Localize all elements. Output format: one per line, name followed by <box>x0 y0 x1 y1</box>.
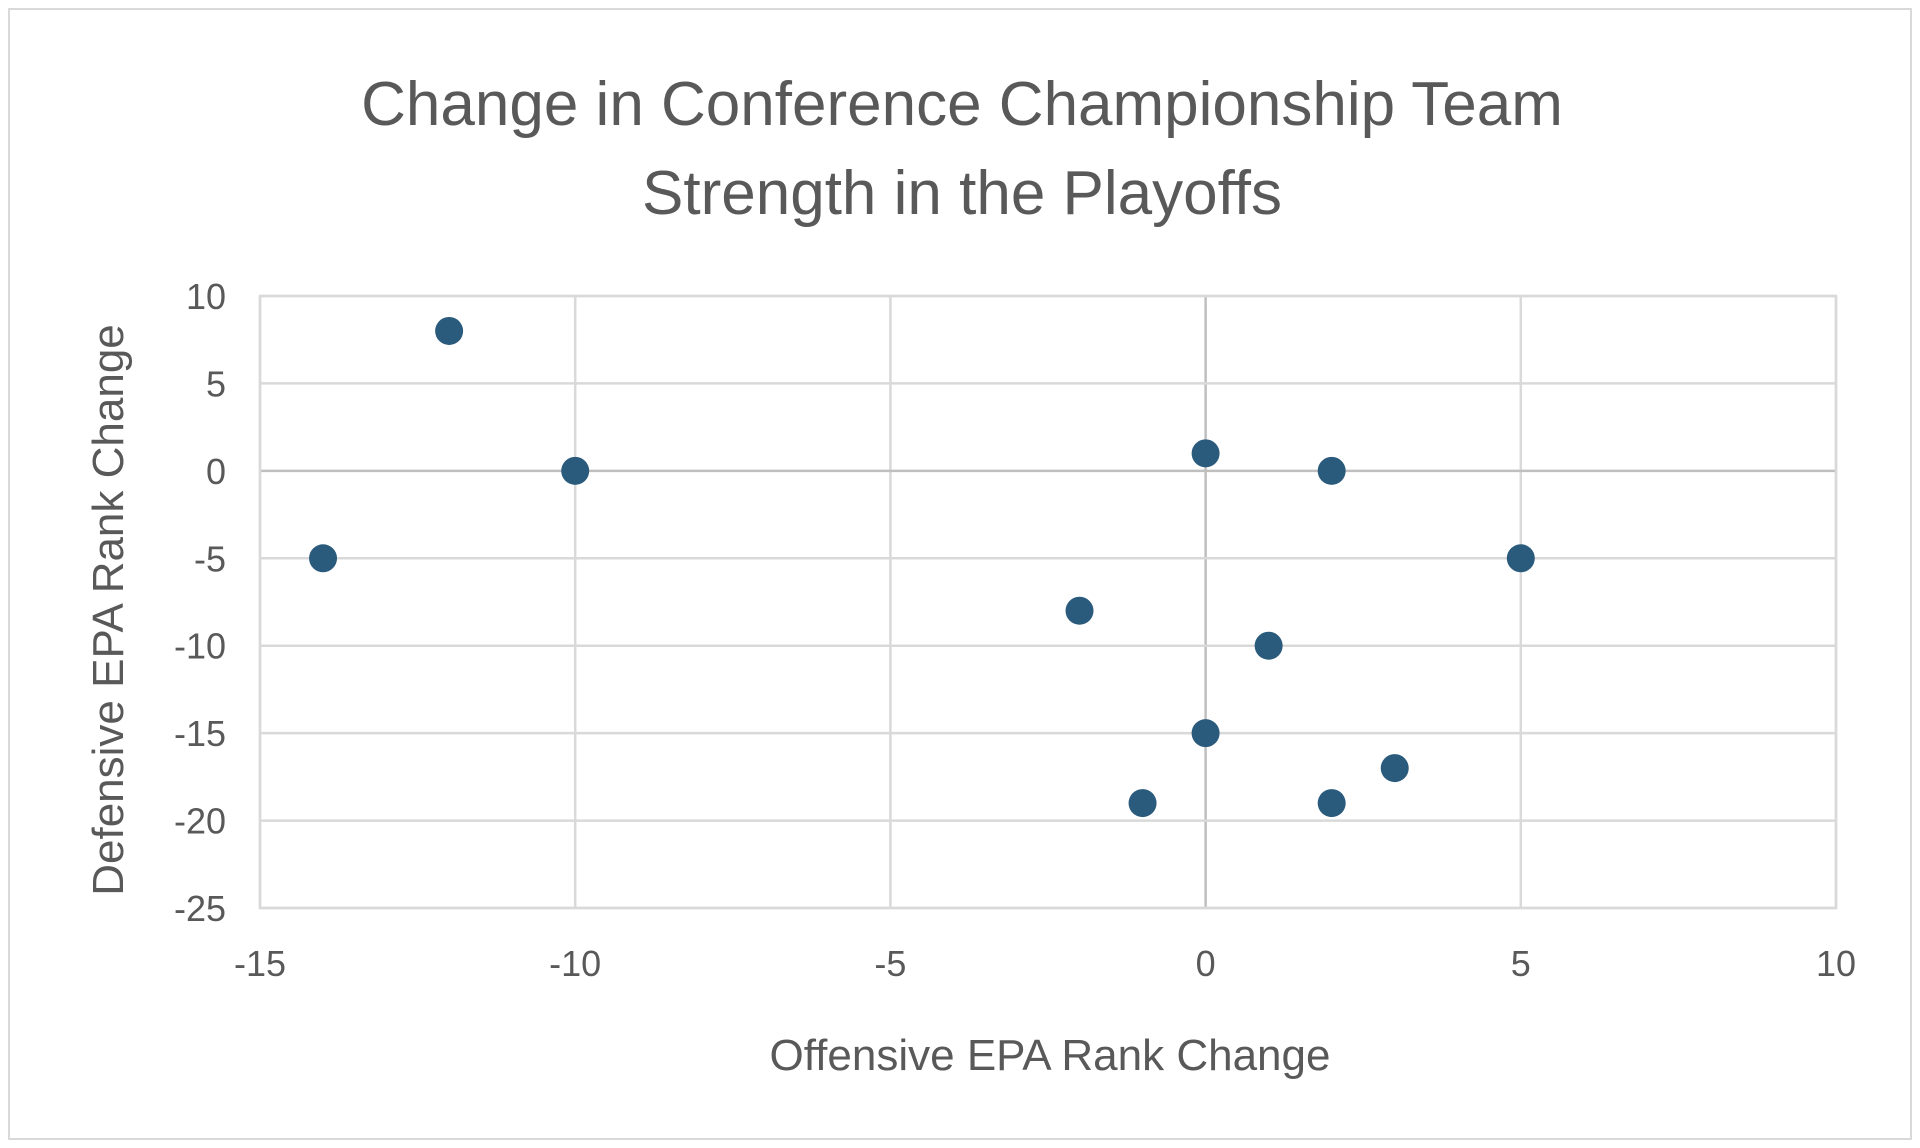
chart-title-line-2: Strength in the Playoffs <box>642 159 1282 228</box>
data-points <box>309 316 1535 818</box>
data-point <box>309 544 338 573</box>
y-tick-label: 5 <box>206 363 226 404</box>
y-axis-title: Defensive EPA Rank Change <box>84 324 133 896</box>
data-point <box>1065 596 1094 625</box>
data-point <box>1254 631 1283 660</box>
chart-frame: Change in Conference Championship Team S… <box>8 8 1912 1140</box>
x-tick-label: -5 <box>874 943 906 984</box>
x-tick-label: 10 <box>1816 943 1856 984</box>
y-tick-label: -5 <box>194 538 226 579</box>
tick-labels: -15 -10 -5 0 5 10 10 5 0 -5 -10 -15 -20 -25 <box>174 276 1856 984</box>
data-point <box>1506 544 1535 573</box>
y-tick-label: -20 <box>174 801 226 842</box>
y-tick-label: 0 <box>206 451 226 492</box>
data-point <box>1191 439 1220 468</box>
x-tick-label: 5 <box>1511 943 1531 984</box>
plot-area-border <box>258 294 1838 910</box>
x-tick-label: -10 <box>549 943 601 984</box>
gridlines <box>258 294 1838 910</box>
y-tick-label: -15 <box>174 713 226 754</box>
data-point <box>1191 719 1220 748</box>
data-point <box>1128 789 1157 818</box>
data-point <box>561 456 590 485</box>
data-point <box>1380 754 1409 783</box>
chart-title-line-1: Change in Conference Championship Team <box>361 70 1563 139</box>
data-point <box>1317 789 1346 818</box>
y-tick-label: -10 <box>174 626 226 667</box>
scatter-chart: Change in Conference Championship Team S… <box>84 70 1856 1080</box>
y-tick-label: -25 <box>174 888 226 929</box>
x-axis-title: Offensive EPA Rank Change <box>770 1031 1331 1080</box>
x-tick-label: 0 <box>1196 943 1216 984</box>
x-tick-label: -15 <box>234 943 286 984</box>
data-point <box>435 316 464 345</box>
y-tick-label: 10 <box>186 276 226 317</box>
data-point <box>1317 456 1346 485</box>
